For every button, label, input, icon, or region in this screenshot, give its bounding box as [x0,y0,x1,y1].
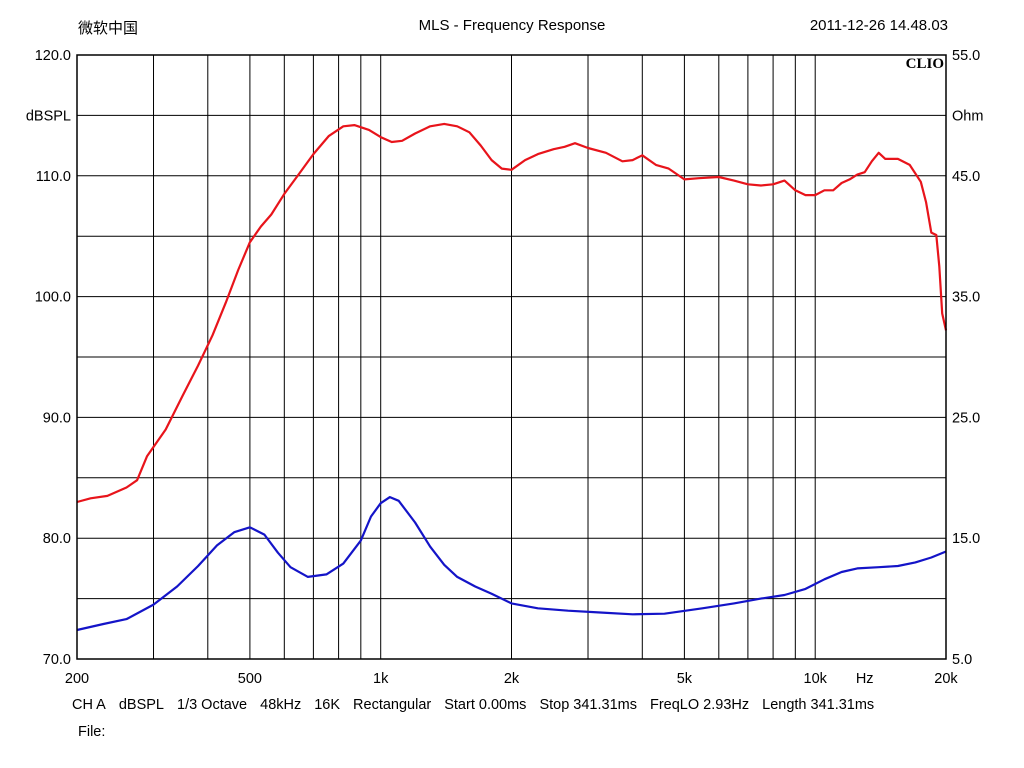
timestamp: 2011-12-26 14.48.03 [809,17,948,34]
x-axis-unit-label: Hz [856,671,874,687]
x-tick-label: 5k [677,671,693,687]
y-right-tick-label: 5.0 [952,652,972,668]
param-item: 1/3 Octave [177,697,248,713]
axis-labels: 70.0 80.0 90.0 100.0 110.0 120.0 dBSPL 5.0 15.0 2… [26,48,984,687]
param-item: Rectangular [353,697,432,713]
y-right-tick-label: 15.0 [952,531,980,547]
y-right-tick-label: 45.0 [952,169,980,185]
x-tick-label: 500 [238,671,262,687]
chart-title: MLS - Frequency Response [418,17,606,34]
param-item: Start 0.00ms [444,697,527,713]
param-item: dBSPL [118,697,164,713]
x-tick-label: 2k [504,671,520,687]
y-left-tick-label: 110.0 [36,169,71,185]
y-right-tick-label: 25.0 [952,410,980,426]
plot-frame [76,54,947,660]
param-item: FreqLO 2.93Hz [649,697,750,713]
x-tick-label: 1k [373,671,389,687]
software-label: 微软中国 [78,20,139,37]
x-tick-label: 200 [65,671,89,687]
y-left-tick-label: 100.0 [35,290,71,306]
param-item: 48kHz [260,697,302,713]
measurement-params: CH A dBSPL 1/3 Octave 48kHz 16K Rectangular St… [72,697,887,713]
y-left-tick-label: 80.0 [43,531,71,547]
file-label: File: [78,724,106,740]
impedance-curve [76,496,947,632]
y-right-tick-label: 55.0 [952,48,980,64]
y-left-tick-label: 90.0 [43,410,71,426]
y-left-tick-label: 70.0 [43,652,71,668]
param-item: Length 341.31ms [762,697,875,713]
y-left-axis-label: dBSPL [26,108,71,124]
param-item: Stop 341.31ms [539,697,637,713]
spl-curve [76,122,948,504]
y-right-axis-label: Ohm [952,108,983,124]
param-item: CH A [72,697,106,713]
x-tick-label: 10k [804,671,828,687]
grid [77,55,946,659]
param-item: 16K [314,697,341,713]
clio-logo: CLIO [906,56,944,72]
y-left-tick-label: 120.0 [35,48,71,64]
y-right-tick-label: 35.0 [952,290,980,306]
x-tick-label: 20k [934,671,958,687]
series-layer [76,122,948,632]
